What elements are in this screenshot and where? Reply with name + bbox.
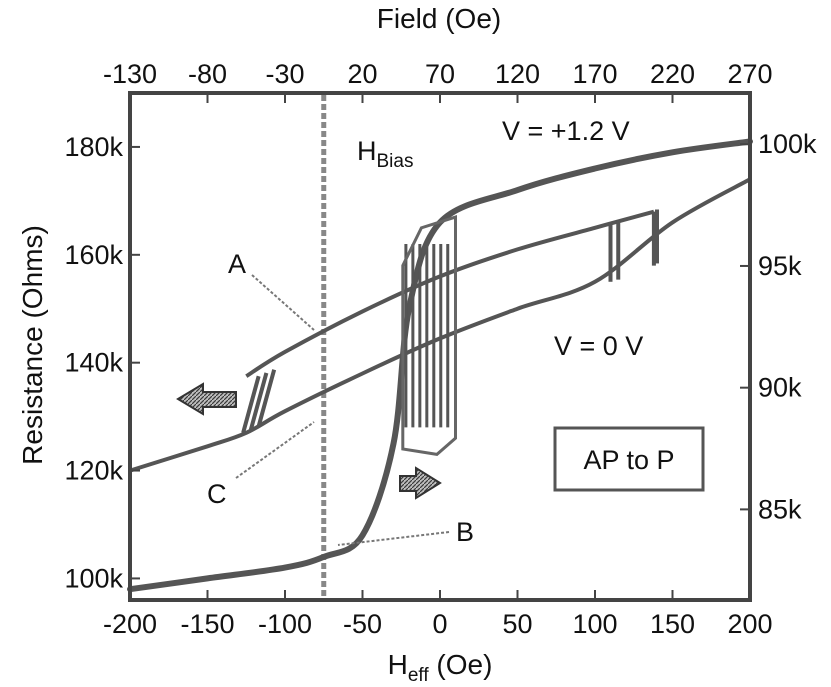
v-zero-label: V = 0 V: [554, 331, 643, 361]
bottom-axis-title: Heff (Oe): [388, 649, 493, 686]
top-tick-label: 20: [347, 59, 377, 89]
right-tick-label: 100k: [758, 129, 817, 159]
v-plus-label: V = +1.2 V: [502, 116, 630, 146]
left-switch-line: [256, 369, 277, 427]
bottom-axis-title-main: H: [388, 649, 408, 680]
bottom-tick-label: -100: [258, 609, 312, 639]
ap-to-p-box: [553, 426, 705, 492]
bottom-tick-label: 0: [432, 609, 447, 639]
hysteresis-loops: [241, 209, 659, 456]
left-tick-label: 160k: [64, 240, 123, 270]
top-tick-label: -130: [103, 59, 157, 89]
left-tick-label: 180k: [64, 132, 123, 162]
right-tick-label: 90k: [758, 373, 802, 403]
left-arrow-icon: [176, 382, 237, 416]
left-switch-line: [241, 375, 261, 434]
bias-label: HBias: [357, 136, 413, 172]
top-tick-label: -80: [188, 59, 227, 89]
pointer-c: [235, 421, 315, 479]
bias-label-sub: Bias: [377, 151, 414, 172]
bottom-tick-label: 200: [727, 609, 772, 639]
left-axis-ticks: 100k 120k 140k 160k 180k: [64, 132, 123, 593]
bottom-axis-title-unit: (Oe): [429, 649, 493, 680]
bottom-axis-ticks: -200 -150 -100 -50 0 50 100 150 200: [103, 609, 773, 639]
left-tick-label: 120k: [64, 456, 123, 486]
loop-lower-curve: [129, 177, 751, 473]
right-tick-label: 85k: [758, 494, 802, 524]
pointer-a: [251, 274, 315, 331]
bottom-axis-title-sub: eff: [408, 665, 430, 686]
left-tick-label: 100k: [64, 563, 123, 593]
center-switch-outline: [401, 215, 457, 456]
bottom-tick-label: 100: [572, 609, 617, 639]
bottom-tick-label: -150: [180, 609, 234, 639]
bottom-tick-label: -200: [103, 609, 157, 639]
plot-area: [127, 95, 753, 598]
bottom-tick-label: 50: [502, 609, 532, 639]
top-axis-ticks: -130 -80 -30 20 70 120 170 220 270: [103, 59, 773, 89]
pointer-b: [337, 531, 450, 546]
top-tick-label: 220: [650, 59, 695, 89]
frame-tick-marks: [129, 93, 751, 600]
ap-to-p-label: AP to P: [583, 445, 674, 475]
top-tick-label: 120: [495, 59, 540, 89]
bottom-tick-label: 150: [650, 609, 695, 639]
left-switch-line: [248, 372, 269, 431]
top-tick-label: -30: [265, 59, 304, 89]
right-axis-ticks: 85k 90k 95k 100k: [758, 129, 817, 524]
left-axis-title: Resistance (Ohms): [17, 225, 48, 465]
bottom-tick-label: -50: [343, 609, 382, 639]
top-tick-label: 70: [425, 59, 455, 89]
top-axis-title: Field (Oe): [377, 3, 501, 34]
left-tick-label: 140k: [64, 348, 123, 378]
point-c-label: C: [207, 479, 227, 509]
point-b-label: B: [456, 517, 474, 547]
bias-label-main: H: [357, 136, 377, 166]
right-arrow-icon: [399, 466, 442, 500]
top-tick-label: 270: [727, 59, 772, 89]
right-tick-label: 95k: [758, 251, 802, 281]
point-a-label: A: [228, 249, 246, 279]
top-tick-label: 170: [572, 59, 617, 89]
